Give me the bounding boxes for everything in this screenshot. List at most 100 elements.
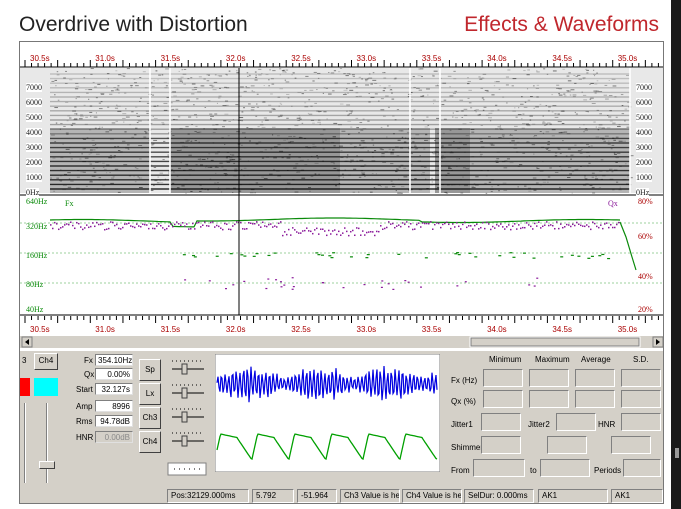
- pitch-label-right: 60%: [638, 232, 653, 241]
- qx-label: Qx: [84, 370, 95, 379]
- scrollbar-thumb: [469, 336, 641, 348]
- jitter2-label: Jitter2: [528, 420, 550, 429]
- shimmer-field-1[interactable]: [481, 436, 521, 454]
- qx-trace: [50, 221, 620, 237]
- status-value-1: 5.792: [252, 489, 294, 503]
- bottom-time-tick-label: 31.5s: [160, 325, 181, 334]
- fx-trace: [49, 217, 621, 228]
- freq-label-left: 1000: [26, 173, 42, 182]
- freq-label-left: 2000: [26, 158, 42, 167]
- bottom-time-tick-label: 32.0s: [225, 325, 246, 334]
- ch-slider-track[interactable]: [46, 403, 48, 483]
- top-time-tick-label: 31.0s: [95, 54, 115, 63]
- pitch-label-right: 80%: [638, 197, 653, 206]
- ch4-tab[interactable]: Ch4: [34, 353, 58, 370]
- bottom-time-tick-label: 33.0s: [356, 325, 377, 334]
- qx-trace-label: Qx: [608, 199, 618, 208]
- freq-label-left: 4000: [26, 128, 42, 137]
- status-value-2: -51.964: [297, 489, 337, 503]
- top-time-tick-label: 32.5s: [291, 54, 311, 63]
- qx-max-field[interactable]: [529, 390, 569, 408]
- blue-waveform: [216, 365, 438, 403]
- fx-sd-field[interactable]: [621, 369, 661, 387]
- window-edge-tick: [675, 448, 679, 458]
- stats-col-maximum: Maximum: [535, 355, 570, 364]
- sp-button[interactable]: Sp: [139, 359, 161, 381]
- from-label: From: [451, 466, 470, 475]
- to-label: to: [530, 466, 537, 475]
- waveform-display[interactable]: [215, 354, 440, 472]
- top-time-tick-label: 30.5s: [30, 54, 50, 63]
- shimmer-label: Shimmer: [451, 443, 484, 452]
- periods-label: Periods: [594, 466, 622, 475]
- bottom-time-tick-label: 33.5s: [421, 325, 442, 334]
- top-time-tick-label: 34.5s: [552, 54, 572, 63]
- freq-label-left: 3000: [26, 143, 42, 152]
- qx-value-field: 0.00%: [95, 368, 133, 380]
- stats-qx-label: Qx (%): [451, 397, 476, 406]
- periods-field[interactable]: [623, 459, 661, 477]
- rms-label: Rms: [76, 417, 93, 426]
- fx-label: Fx: [84, 356, 93, 365]
- start-label: Start: [76, 385, 93, 394]
- freq-label-right: 5000: [636, 113, 652, 122]
- analysis-graphics[interactable]: [20, 42, 664, 352]
- qx-sd-field[interactable]: [621, 390, 661, 408]
- ch-red-swatch[interactable]: [20, 378, 30, 396]
- jitter1-label: Jitter1: [451, 420, 473, 429]
- shimmer-field-2[interactable]: [547, 436, 587, 454]
- freq-label-right: 1000: [636, 173, 652, 182]
- status-seldur: SelDur: 0.000ms: [464, 489, 534, 503]
- ch-slider-track-left[interactable]: [24, 403, 26, 483]
- bottom-time-tick-label: 35.0s: [617, 325, 638, 334]
- stats-col-average: Average: [581, 355, 611, 364]
- freq-label-left: 6000: [26, 98, 42, 107]
- bottom-time-tick-label: 34.0s: [487, 325, 507, 334]
- amp-value-field: 8996: [95, 400, 133, 412]
- ch3-button[interactable]: Ch3: [139, 407, 161, 429]
- bottom-time-tick-label: 31.0s: [95, 325, 115, 334]
- status-ak1-b: AK1: [611, 489, 663, 503]
- fx-min-field[interactable]: [483, 369, 523, 387]
- freq-label-right: 6000: [636, 98, 652, 107]
- mini-sliders[interactable]: [164, 355, 216, 495]
- ch4-button[interactable]: Ch4: [139, 431, 161, 453]
- lx-button[interactable]: Lx: [139, 383, 161, 405]
- to-field[interactable]: [540, 459, 590, 477]
- ch-cyan-swatch[interactable]: [34, 378, 58, 396]
- ch-slider-thumb[interactable]: [39, 461, 55, 469]
- fx-max-field[interactable]: [529, 369, 569, 387]
- freq-label-left: 7000: [26, 83, 42, 92]
- pitch-label-left: 160Hz: [26, 251, 48, 260]
- top-time-tick-label: 31.5s: [160, 54, 181, 63]
- jitter1-field[interactable]: [481, 413, 521, 431]
- pitch-label-left: 320Hz: [26, 222, 48, 231]
- pitch-label-right: 20%: [638, 305, 653, 314]
- stats-col-minimum: Minimum: [489, 355, 522, 364]
- fx-trace-label: Fx: [65, 199, 74, 208]
- rms-value-field: 94.78dB: [95, 415, 133, 427]
- freq-label-left: 0Hz: [26, 188, 40, 197]
- status-bar: Pos:32129.000ms 5.792 -51.964 Ch3 Value …: [20, 488, 663, 503]
- jitter2-field[interactable]: [556, 413, 596, 431]
- top-time-tick-label: 32.0s: [225, 54, 246, 63]
- pitch-label-left: 640Hz: [26, 197, 48, 206]
- top-time-tick-label: 33.0s: [356, 54, 377, 63]
- freq-label-right: 2000: [636, 158, 652, 167]
- hnr-value-field: 0.00dB: [95, 431, 133, 443]
- control-panel: 3 Ch4 Fx 354.10Hz Qx 0.00% Start 32.127s…: [20, 351, 663, 503]
- freq-label-right: 0Hz: [636, 188, 650, 197]
- stats-fx-label: Fx (Hz): [451, 376, 478, 385]
- stats-hnr-field[interactable]: [621, 413, 661, 431]
- analysis-window: 30.5s 31.0s 31.5s 32.0s 32.5s 33.0s 33.5s 34.0s…: [19, 41, 664, 504]
- green-waveform: [216, 433, 438, 460]
- from-field[interactable]: [473, 459, 525, 477]
- freq-label-left: 5000: [26, 113, 42, 122]
- fx-avg-field[interactable]: [575, 369, 615, 387]
- status-pos: Pos:32129.000ms: [167, 489, 249, 503]
- qx-avg-field[interactable]: [575, 390, 615, 408]
- qx-min-field[interactable]: [483, 390, 523, 408]
- shimmer-field-3[interactable]: [611, 436, 651, 454]
- start-value-field: 32.127s: [95, 383, 133, 395]
